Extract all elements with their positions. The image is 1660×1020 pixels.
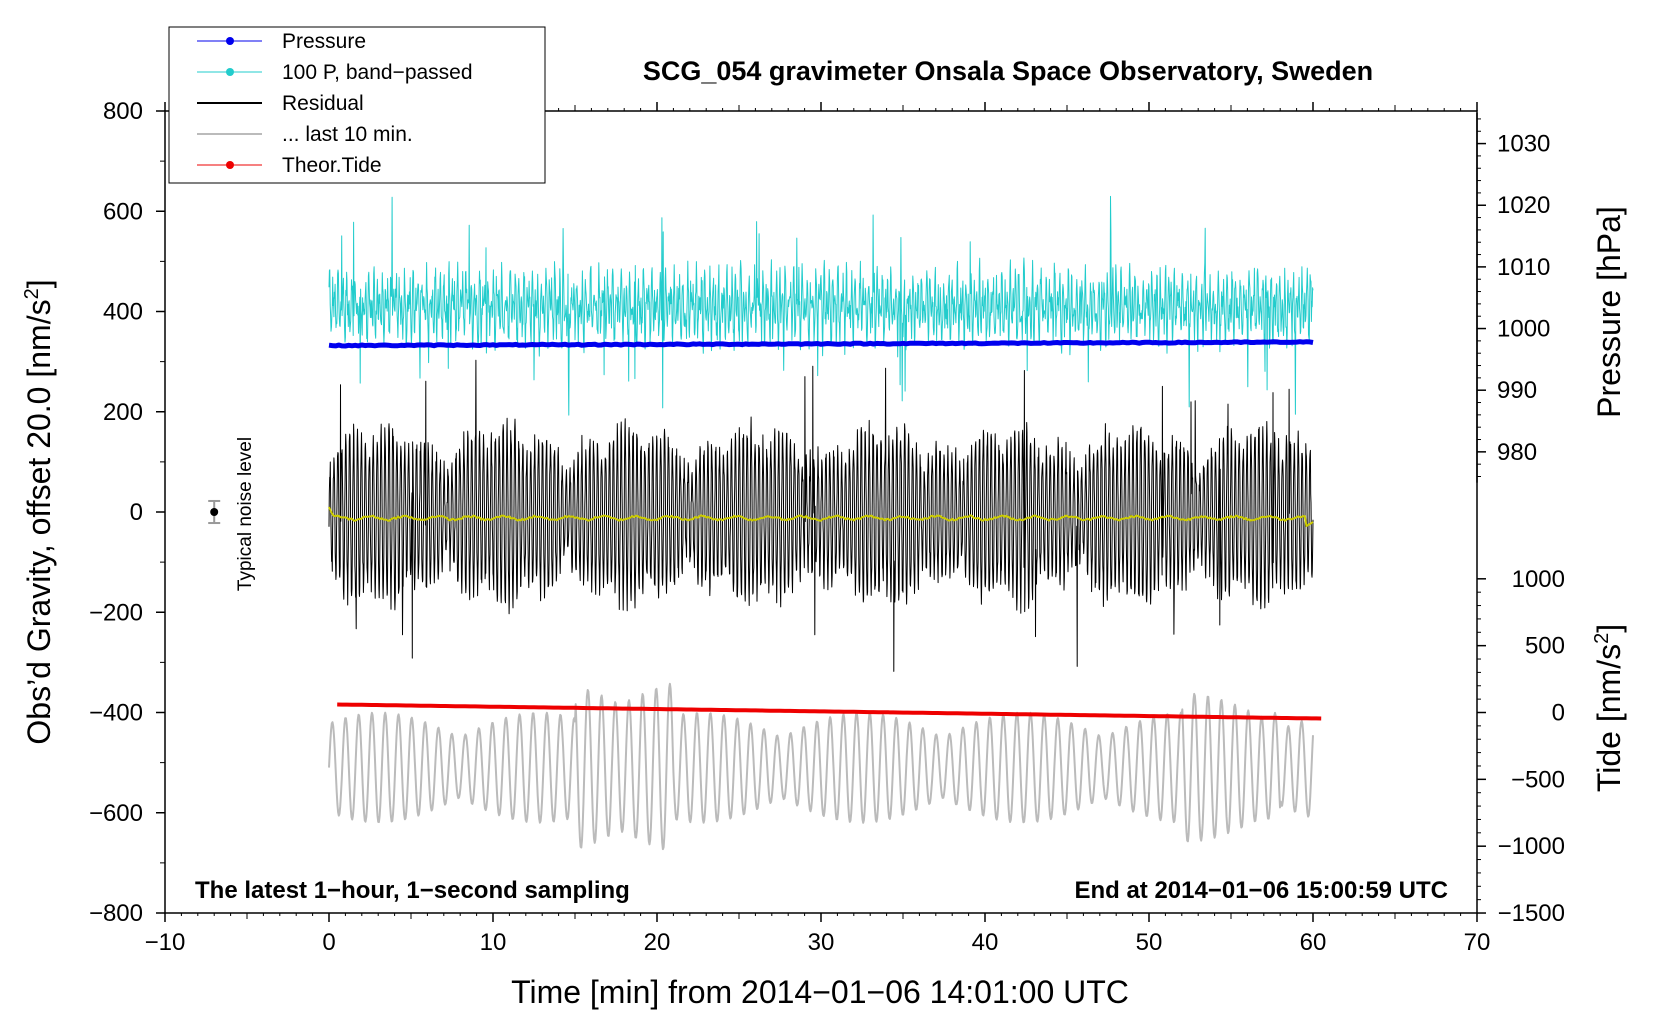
- y-axis-pressure: 980 990 1000 1010 1020 1030: [1476, 112, 1550, 483]
- pressure-tick-label: 1010: [1497, 254, 1550, 281]
- x-tick-label: 60: [1300, 929, 1327, 956]
- x-tick-label: 0: [322, 929, 335, 956]
- y-axis-tide-title-sup: 2: [1591, 633, 1613, 644]
- y-axis-left: −800 −600 −400 −200 0 200 400 600 800: [89, 98, 165, 927]
- series-residual: [328, 359, 1314, 672]
- y-tick-label: −200: [89, 599, 143, 626]
- y-tick-label: −800: [89, 900, 143, 927]
- y-tick-label: 0: [130, 499, 143, 526]
- legend-label-2: Residual: [282, 92, 364, 115]
- y-axis-pressure-title: Pressure [hPa]: [1591, 206, 1627, 418]
- legend-box: [168, 26, 546, 184]
- annotation-end-time: End at 2014−01−06 15:00:59 UTC: [1074, 877, 1448, 904]
- noise-level-label: Typical noise level: [235, 437, 256, 591]
- y-axis-left-title: Obs’d Gravity, offset 20.0 [nm/s2]: [21, 279, 57, 744]
- x-tick-label: 40: [972, 929, 999, 956]
- pressure-tick-label: 1020: [1497, 192, 1550, 219]
- y-axis-tide-title-close: ]: [1591, 624, 1627, 633]
- series-last-10-min: [328, 682, 1314, 851]
- y-tick-label: 600: [103, 198, 143, 225]
- tide-tick-label: 1000: [1512, 566, 1565, 593]
- tide-tick-label: 500: [1525, 633, 1565, 660]
- pressure-tick-label: 980: [1497, 439, 1537, 466]
- noise-level-marker: [208, 499, 221, 525]
- y-tick-label: 800: [103, 98, 143, 125]
- noise-dot: [210, 508, 219, 516]
- tide-tick-label: 0: [1552, 700, 1565, 727]
- y-axis-tide-title-main: Tide [nm/s: [1591, 644, 1627, 792]
- tide-tick-label: −1000: [1498, 833, 1565, 860]
- legend-label-3: ... last 10 min.: [282, 123, 413, 146]
- y-axis-tide-title: Tide [nm/s2]: [1591, 624, 1627, 792]
- chart-title: SCG_054 gravimeter Onsala Space Observat…: [643, 56, 1373, 86]
- y-axis-tide: −1500 −1000 −500 0 500 1000: [1477, 566, 1565, 927]
- series-pressure: [328, 339, 1314, 349]
- x-tick-label: 10: [480, 929, 507, 956]
- pressure-tick-label: 1030: [1497, 131, 1550, 158]
- y-tick-label: −600: [89, 800, 143, 827]
- legend-marker-0: [226, 37, 234, 45]
- legend-label-0: Pressure: [282, 30, 366, 53]
- tide-tick-label: −1500: [1498, 900, 1565, 927]
- x-axis: −10 0 10 20 30 40 50 60 70: [145, 102, 1491, 956]
- series-residual-smoothed: [328, 506, 1314, 527]
- pressure-tick-label: 1000: [1497, 316, 1550, 343]
- x-axis-title: Time [min] from 2014−01−06 14:01:00 UTC: [511, 974, 1129, 1010]
- x-tick-label: 30: [808, 929, 835, 956]
- y-axis-left-title-close: ]: [21, 279, 57, 288]
- x-tick-label: 20: [644, 929, 671, 956]
- y-tick-label: 200: [103, 399, 143, 426]
- legend-label-4: Theor.Tide: [282, 154, 382, 177]
- x-tick-label: −10: [145, 929, 186, 956]
- y-axis-left-title-main: Obs’d Gravity, offset 20.0 [nm/s: [21, 299, 57, 744]
- x-tick-label: 50: [1136, 929, 1163, 956]
- x-tick-label: 70: [1464, 929, 1491, 956]
- legend: Pressure 100 P, band−passed Residual ... la…: [168, 26, 546, 184]
- tide-tick-label: −500: [1511, 766, 1565, 793]
- legend-label-1: 100 P, band−passed: [282, 61, 473, 84]
- series-theor-tide: [337, 702, 1322, 721]
- series-pressure-band-passed: [328, 195, 1314, 416]
- y-axis-left-title-sup: 2: [21, 288, 43, 299]
- pressure-tick-label: 990: [1497, 377, 1537, 404]
- legend-marker-1: [226, 68, 234, 76]
- series-layer: [328, 195, 1322, 851]
- annotation-sampling: The latest 1−hour, 1−second sampling: [195, 877, 630, 904]
- legend-marker-4: [226, 161, 234, 169]
- y-tick-label: 400: [103, 299, 143, 326]
- y-tick-label: −400: [89, 700, 143, 727]
